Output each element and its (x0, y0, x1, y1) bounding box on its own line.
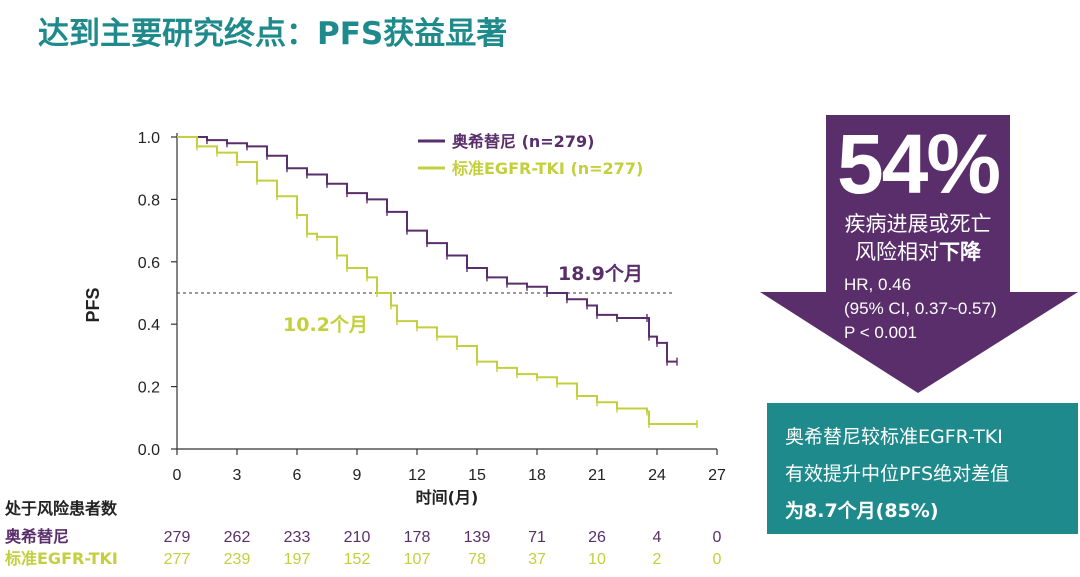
legend-label: 标准EGFR-TKI (n=277) (451, 159, 643, 178)
x-axis-label: 时间(月) (416, 488, 479, 507)
risk-reduction-prefix: 风险相对 (855, 240, 939, 264)
at-risk-count: 178 (404, 529, 431, 546)
at-risk-count: 37 (528, 551, 546, 568)
risk-reduction-line1: 疾病进展或死亡 (844, 212, 992, 236)
at-risk-count: 0 (713, 551, 722, 568)
confidence-interval: (95% CI, 0.37~0.57) (844, 299, 997, 318)
y-axis-label: PFS (83, 287, 103, 322)
at-risk-count: 26 (588, 529, 606, 546)
at-risk-row-label: 奥希替尼 (5, 527, 69, 546)
x-tick-label: 18 (528, 467, 546, 484)
summary-box: 奥希替尼较标准EGFR-TKI 有效提升中位PFS绝对差值 为8.7个月(85%… (767, 403, 1078, 534)
risk-reduction-percent: 54% (836, 117, 1001, 211)
x-tick-label: 21 (588, 467, 606, 484)
risk-reduction-bold: 下降 (939, 240, 981, 264)
x-tick-label: 24 (648, 467, 666, 484)
at-risk-count: 139 (464, 529, 491, 546)
y-tick-label: 0.6 (138, 255, 160, 272)
at-risk-count: 2 (653, 551, 662, 568)
median-label-standard-tki: 10.2个月 (283, 314, 368, 336)
y-tick-label: 0.4 (138, 317, 160, 334)
at-risk-count: 71 (528, 529, 546, 546)
x-tick-label: 15 (468, 467, 486, 484)
y-tick-label: 1.0 (138, 130, 160, 147)
median-label-osimertinib: 18.9个月 (558, 263, 643, 285)
summary-line1: 奥希替尼较标准EGFR-TKI (785, 426, 1003, 448)
at-risk-count: 233 (284, 529, 311, 546)
at-risk-count: 277 (164, 551, 191, 568)
p-value: P < 0.001 (844, 323, 917, 342)
at-risk-count: 152 (344, 551, 371, 568)
at-risk-count: 210 (344, 529, 371, 546)
x-tick-label: 0 (173, 467, 182, 484)
x-tick-label: 6 (293, 467, 302, 484)
x-tick-label: 3 (233, 467, 242, 484)
legend-label: 奥希替尼 (n=279) (452, 132, 594, 151)
at-risk-count: 279 (164, 529, 191, 546)
y-tick-label: 0.8 (138, 192, 160, 209)
at-risk-heading: 处于风险患者数 (4, 499, 118, 518)
at-risk-row-label: 标准EGFR-TKI (4, 549, 118, 568)
summary-line3: 为8.7个月(85%) (785, 500, 939, 522)
page-title: 达到主要研究终点：PFS获益显著 (38, 16, 508, 52)
y-tick-label: 0.2 (138, 380, 160, 397)
x-tick-label: 27 (708, 467, 726, 484)
at-risk-count: 10 (588, 551, 606, 568)
at-risk-count: 262 (224, 529, 251, 546)
x-tick-label: 12 (408, 467, 426, 484)
x-tick-label: 9 (353, 467, 362, 484)
at-risk-count: 197 (284, 551, 311, 568)
risk-reduction-line2: 风险相对下降 (826, 240, 1010, 265)
down-arrow-shape (760, 115, 1078, 393)
hazard-ratio: HR, 0.46 (844, 275, 912, 294)
at-risk-count: 239 (224, 551, 251, 568)
at-risk-count: 78 (468, 551, 486, 568)
at-risk-count: 107 (404, 551, 431, 568)
y-tick-label: 0.0 (138, 442, 160, 459)
at-risk-count: 0 (713, 529, 722, 546)
summary-line2: 有效提升中位PFS绝对差值 (785, 463, 1010, 485)
at-risk-count: 4 (653, 529, 662, 546)
